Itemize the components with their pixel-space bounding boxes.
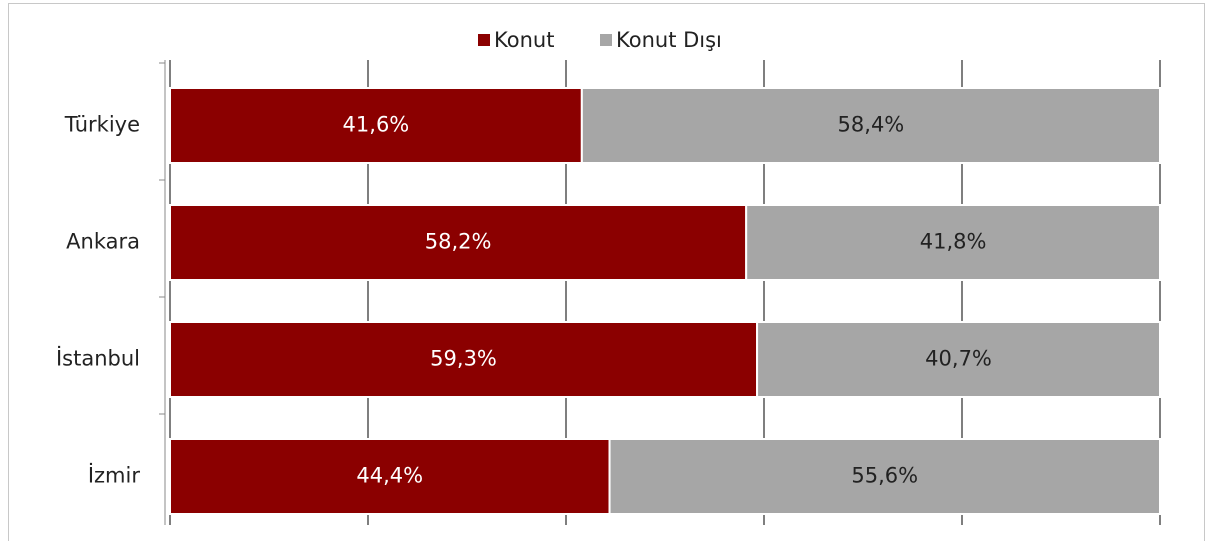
y-tick-label: İzmir [88,463,141,488]
bar-segment [608,438,1161,515]
legend-label: Konut [494,28,554,52]
y-tick-label: İstanbul [56,346,140,371]
y-tick-label: Ankara [66,230,140,254]
bar-segment [169,204,748,281]
bar-segment [756,321,1161,398]
bar-segment [580,87,1161,164]
bar-segment [169,321,759,398]
legend-label: Konut Dışı [616,28,722,52]
legend-swatch [600,34,612,46]
data-label: 40,7% [925,347,992,371]
data-label: 41,6% [343,113,410,137]
data-label: 59,3% [430,347,497,371]
data-label: 41,8% [920,230,987,254]
data-label: 55,6% [851,464,918,488]
bar-segment [169,438,611,515]
data-label: 58,4% [838,113,905,137]
bar-segment [169,87,583,164]
y-tick-label: Türkiye [64,113,140,137]
data-label: 44,4% [356,464,423,488]
legend-swatch [478,34,490,46]
bar-segment [745,204,1161,281]
data-label: 58,2% [425,230,492,254]
